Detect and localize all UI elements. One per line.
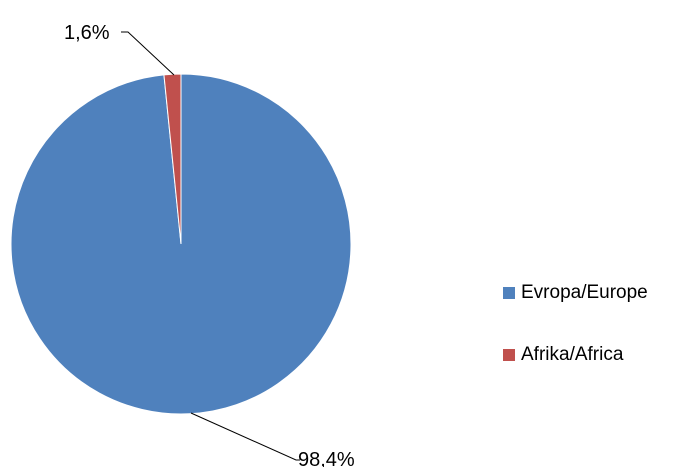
legend-swatch-europe [503,287,515,299]
legend-label-africa: Afrika/Africa [521,344,624,365]
data-label-1: 1,6% [64,22,110,44]
data-label-0: 98,4% [298,449,355,467]
leader-line-1 [121,31,175,76]
legend-swatch-africa [503,349,515,361]
legend-item-africa: Afrika/Africa [503,344,648,366]
legend-label-europe: Evropa/Europe [521,282,648,303]
legend-item-europe: Evropa/Europe [503,282,648,304]
leader-line-0 [190,412,300,461]
legend: Evropa/Europe Afrika/Africa [503,282,648,406]
